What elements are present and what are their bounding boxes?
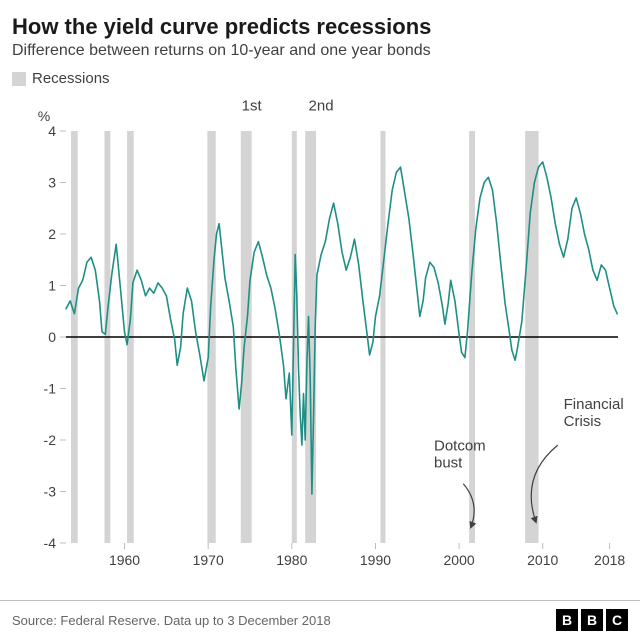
svg-text:Dotcom: Dotcom — [434, 437, 486, 454]
svg-text:2000: 2000 — [444, 552, 475, 568]
bbc-logo-c: C — [606, 609, 628, 631]
footer: Source: Federal Reserve. Data up to 3 De… — [0, 600, 640, 639]
svg-text:Crisis: Crisis — [564, 413, 602, 430]
bbc-logo-b1: B — [556, 609, 578, 631]
svg-text:-4: -4 — [44, 535, 57, 551]
bbc-logo: B B C — [556, 609, 628, 631]
svg-text:-2: -2 — [44, 432, 57, 448]
svg-text:Financial: Financial — [564, 396, 624, 413]
svg-text:4: 4 — [48, 123, 56, 139]
legend-swatch-recession — [12, 72, 26, 86]
svg-text:1990: 1990 — [360, 552, 391, 568]
yield-curve-chart: -4 -3 -2 -1 0 1 2 3 4% 1960 1970 1980 1990 2000 2010 20… — [12, 93, 628, 573]
chart-card: { "title": "How the yield curve predicts… — [0, 0, 640, 639]
svg-text:-3: -3 — [44, 484, 57, 500]
svg-text:1970: 1970 — [193, 552, 224, 568]
svg-text:2nd: 2nd — [309, 97, 334, 114]
chart-subtitle: Difference between returns on 10-year an… — [12, 42, 628, 60]
legend: Recessions — [12, 70, 628, 87]
svg-text:0: 0 — [48, 329, 56, 345]
source-line: Source: Federal Reserve. Data up to 3 De… — [12, 613, 331, 628]
chart-title: How the yield curve predicts recessions — [12, 14, 628, 40]
svg-text:3: 3 — [48, 175, 56, 191]
svg-text:2: 2 — [48, 226, 56, 242]
svg-text:2010: 2010 — [527, 552, 558, 568]
svg-text:%: % — [38, 108, 50, 124]
svg-text:1: 1 — [48, 278, 56, 294]
bbc-logo-b2: B — [581, 609, 603, 631]
svg-text:-1: -1 — [44, 381, 57, 397]
svg-text:1980: 1980 — [276, 552, 307, 568]
svg-text:1st: 1st — [242, 97, 263, 114]
legend-label: Recessions — [32, 70, 110, 87]
svg-text:bust: bust — [434, 454, 463, 471]
svg-text:2018: 2018 — [594, 552, 625, 568]
svg-text:1960: 1960 — [109, 552, 140, 568]
